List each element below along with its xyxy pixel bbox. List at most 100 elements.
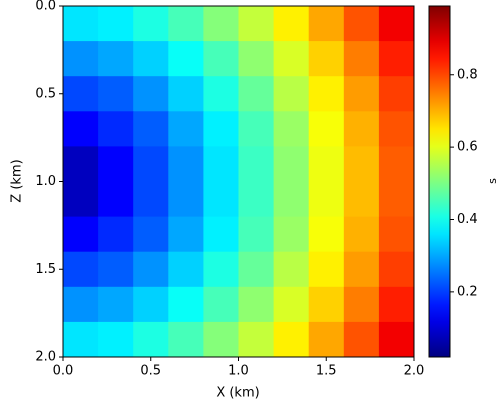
heatmap-cell bbox=[133, 111, 169, 147]
heatmap-cell bbox=[63, 181, 99, 218]
heatmap-cell bbox=[98, 251, 134, 288]
heatmap-cell bbox=[273, 6, 310, 42]
heatmap-cell bbox=[168, 6, 204, 42]
heatmap-cell bbox=[203, 111, 239, 147]
heatmap-cell bbox=[63, 76, 99, 112]
heatmap-cell bbox=[98, 321, 134, 358]
heatmap-cell bbox=[98, 76, 134, 112]
heatmap-cell bbox=[238, 146, 275, 182]
heatmap-cell bbox=[238, 251, 275, 288]
x-tick-label: 2.0 bbox=[404, 364, 425, 379]
heatmap-cell bbox=[168, 321, 204, 358]
colorbar bbox=[428, 5, 451, 358]
heatmap-cell bbox=[308, 41, 345, 77]
heatmap-cell bbox=[378, 41, 415, 77]
y-tick-label: 2.0 bbox=[35, 350, 56, 365]
heatmap-cell bbox=[343, 146, 380, 182]
heatmap-cell bbox=[238, 321, 275, 358]
heatmap-cell bbox=[98, 286, 134, 323]
heatmap-cell bbox=[378, 6, 415, 42]
heatmap-cell bbox=[273, 76, 310, 112]
heatmap-cell bbox=[378, 76, 415, 112]
heatmap-cell bbox=[203, 6, 239, 42]
heatmap-cell bbox=[168, 251, 204, 288]
heatmap-cell bbox=[308, 181, 345, 218]
heatmap-cell bbox=[63, 216, 99, 253]
x-axis-label: X (km) bbox=[216, 386, 259, 401]
heatmap-cell bbox=[238, 41, 275, 77]
heatmap-cell bbox=[273, 111, 310, 147]
heatmap-cell bbox=[308, 321, 345, 358]
heatmap-cell bbox=[98, 111, 134, 147]
heatmap-cell bbox=[133, 146, 169, 182]
colorbar-tick-label: 0.4 bbox=[457, 212, 478, 227]
heatmap-cell bbox=[238, 286, 275, 323]
heatmap-cell bbox=[203, 216, 239, 253]
heatmap-cell bbox=[168, 286, 204, 323]
heatmap-cell bbox=[98, 181, 134, 218]
heatmap-cell bbox=[63, 251, 99, 288]
y-axis-label: Z (km) bbox=[10, 159, 25, 202]
heatmap-cell bbox=[133, 181, 169, 218]
heatmap-cell bbox=[273, 251, 310, 288]
heatmap-cell bbox=[308, 286, 345, 323]
heatmap-cell bbox=[273, 41, 310, 77]
heatmap-cell bbox=[98, 216, 134, 253]
heatmap-cell bbox=[343, 111, 380, 147]
heatmap-cell bbox=[238, 76, 275, 112]
heatmap-cell bbox=[343, 321, 380, 358]
heatmap-cell bbox=[203, 146, 239, 182]
heatmap-cell bbox=[168, 146, 204, 182]
heatmap-cell bbox=[133, 286, 169, 323]
heatmap-cell bbox=[343, 181, 380, 218]
heatmap-cell bbox=[273, 146, 310, 182]
heatmap-cell bbox=[308, 111, 345, 147]
heatmap-cell bbox=[273, 286, 310, 323]
heatmap-cell bbox=[238, 111, 275, 147]
heatmap-cell bbox=[378, 111, 415, 147]
heatmap-cell bbox=[203, 321, 239, 358]
heatmap-cell bbox=[133, 76, 169, 112]
heatmap-cell bbox=[203, 251, 239, 288]
heatmap-cell bbox=[273, 321, 310, 358]
heatmap-cell bbox=[168, 41, 204, 77]
x-tick-label: 0.0 bbox=[53, 364, 74, 379]
heatmap-cell bbox=[308, 216, 345, 253]
heatmap-cell bbox=[378, 286, 415, 323]
heatmap-cell bbox=[63, 146, 99, 182]
heatmap-cell bbox=[238, 6, 275, 42]
heatmap bbox=[63, 6, 415, 358]
heatmap-cell bbox=[378, 146, 415, 182]
heatmap-cell bbox=[343, 76, 380, 112]
heatmap-cell bbox=[308, 6, 345, 42]
colorbar-tick-label: 0.6 bbox=[457, 140, 478, 155]
heatmap-cell bbox=[238, 216, 275, 253]
heatmap-cell bbox=[378, 181, 415, 218]
heatmap-cell bbox=[238, 181, 275, 218]
heatmap-cell bbox=[63, 321, 99, 358]
heatmap-cell bbox=[133, 41, 169, 77]
heatmap-cell bbox=[98, 6, 134, 42]
heatmap-cell bbox=[168, 181, 204, 218]
colorbar-tick-label: 0.2 bbox=[457, 284, 478, 299]
heatmap-cell bbox=[168, 111, 204, 147]
colorbar-label: s bbox=[486, 178, 499, 184]
heatmap-cell bbox=[378, 216, 415, 253]
x-tick-label: 1.5 bbox=[316, 364, 337, 379]
heatmap-cell bbox=[133, 321, 169, 358]
y-tick-label: 0.5 bbox=[35, 86, 56, 101]
heatmap-cell bbox=[133, 6, 169, 42]
heatmap-cell bbox=[308, 76, 345, 112]
y-tick-label: 1.0 bbox=[35, 174, 56, 189]
colorbar-tick-label: 0.8 bbox=[457, 67, 478, 82]
heatmap-cell bbox=[273, 181, 310, 218]
heatmap-cell bbox=[203, 76, 239, 112]
heatmap-cell bbox=[133, 216, 169, 253]
y-tick-label: 1.5 bbox=[35, 262, 56, 277]
heatmap-cell bbox=[378, 251, 415, 288]
heatmap-cell bbox=[378, 321, 415, 358]
x-tick-label: 0.5 bbox=[140, 364, 161, 379]
heatmap-cell bbox=[308, 251, 345, 288]
heatmap-cell bbox=[63, 286, 99, 323]
